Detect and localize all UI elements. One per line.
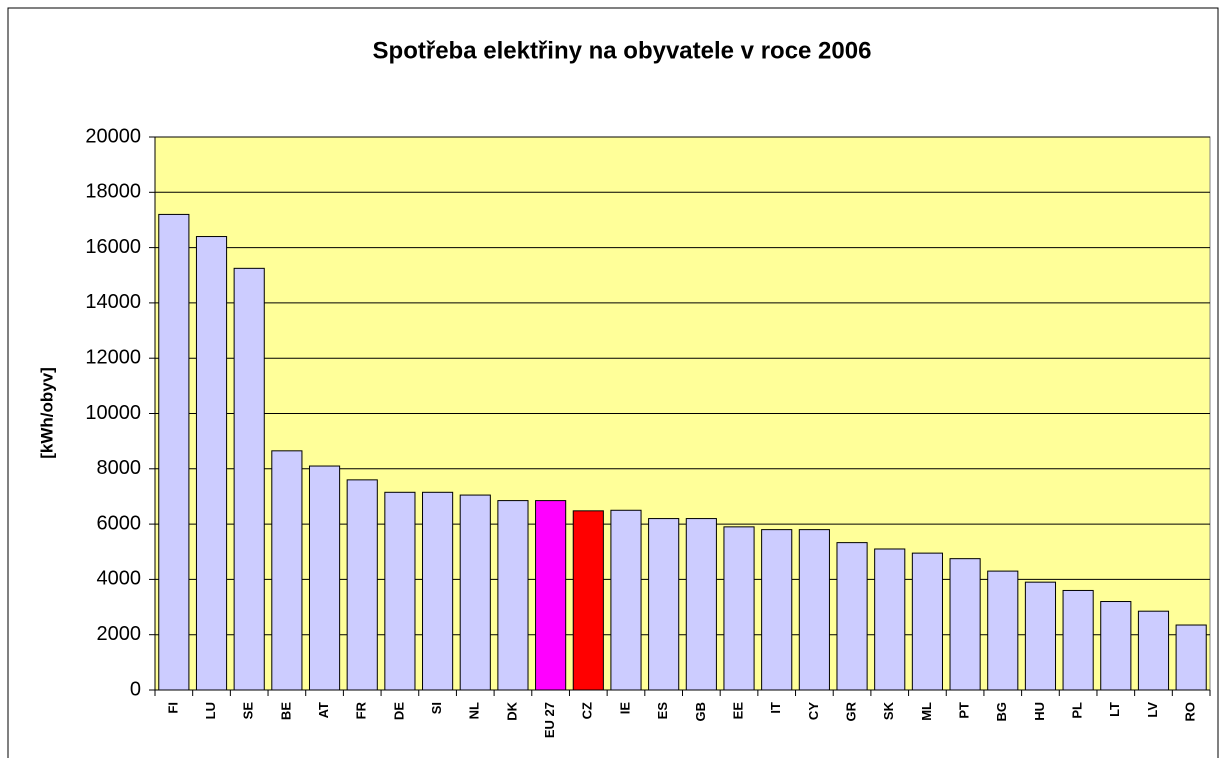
bar: [158, 213, 190, 691]
bar: [1062, 589, 1094, 691]
x-tick-label: IT: [768, 702, 783, 714]
bar: [271, 450, 303, 691]
y-axis-label: [kWh/obyv]: [37, 367, 56, 459]
x-tick-label: PT: [957, 702, 972, 719]
x-tick-label: SE: [241, 702, 256, 720]
bar: [459, 494, 491, 691]
x-tick-label: CY: [806, 702, 821, 720]
y-tick-label: 14000: [85, 291, 141, 313]
y-tick-label: 16000: [85, 236, 141, 258]
x-tick-label: LU: [203, 702, 218, 719]
bar: [497, 500, 529, 691]
x-tick-label: AT: [316, 702, 331, 718]
x-tick-label: NL: [467, 702, 482, 719]
bar: [685, 518, 717, 691]
x-tick-label: EU 27: [542, 702, 557, 738]
x-tick-label: HU: [1032, 702, 1047, 721]
x-tick-label: GB: [693, 702, 708, 722]
x-tick-label: RO: [1183, 702, 1198, 722]
bar: [384, 491, 416, 691]
y-tick-label: 10000: [85, 402, 141, 424]
y-tick-label: 8000: [97, 457, 142, 479]
x-tick-label: DE: [391, 702, 406, 720]
x-tick-label: FI: [165, 702, 180, 714]
y-tick-label: 6000: [97, 512, 142, 534]
bar: [836, 542, 868, 691]
y-tick-label: 12000: [85, 346, 141, 368]
bar: [648, 518, 680, 691]
y-tick-label: 2000: [97, 623, 142, 645]
x-tick-label: SI: [429, 702, 444, 714]
x-tick-label: BE: [278, 702, 293, 720]
x-tick-label: ML: [919, 702, 934, 721]
x-tick-label: SK: [881, 701, 896, 720]
bar: [572, 510, 604, 691]
bar: [1100, 601, 1132, 691]
bar: [949, 558, 981, 691]
y-tick-label: 20000: [85, 125, 141, 147]
bar: [233, 267, 265, 691]
x-tick-label: EE: [730, 702, 745, 720]
bar: [346, 479, 378, 691]
y-tick-label: 4000: [97, 568, 142, 590]
x-tick-label: FR: [354, 701, 369, 719]
bar: [761, 529, 793, 691]
y-tick-label: 0: [130, 678, 141, 700]
x-tick-label: BG: [994, 702, 1009, 722]
x-tick-label: PL: [1070, 702, 1085, 719]
x-tick-label: ES: [655, 702, 670, 720]
x-tick-label: CZ: [580, 702, 595, 719]
bar: [1137, 610, 1170, 691]
bar: [535, 500, 567, 691]
x-tick-label: IE: [617, 702, 632, 715]
x-tick-label: LV: [1145, 702, 1160, 718]
bar: [195, 236, 228, 691]
bar: [723, 526, 755, 691]
bar: [874, 548, 906, 691]
bar: [610, 509, 642, 691]
bar: [308, 465, 341, 691]
x-tick-label: DK: [504, 701, 519, 720]
bar: [987, 570, 1019, 691]
x-tick-label: GR: [843, 701, 858, 721]
y-tick-label: 18000: [85, 181, 141, 203]
bar: [1175, 624, 1207, 691]
x-tick-label: LT: [1107, 702, 1122, 717]
chart-title: Spotřeba elektřiny na obyvatele v roce 2…: [373, 37, 872, 64]
bar: [911, 552, 943, 691]
bar: [798, 529, 830, 691]
bar: [1024, 581, 1057, 691]
bar: [422, 491, 454, 691]
